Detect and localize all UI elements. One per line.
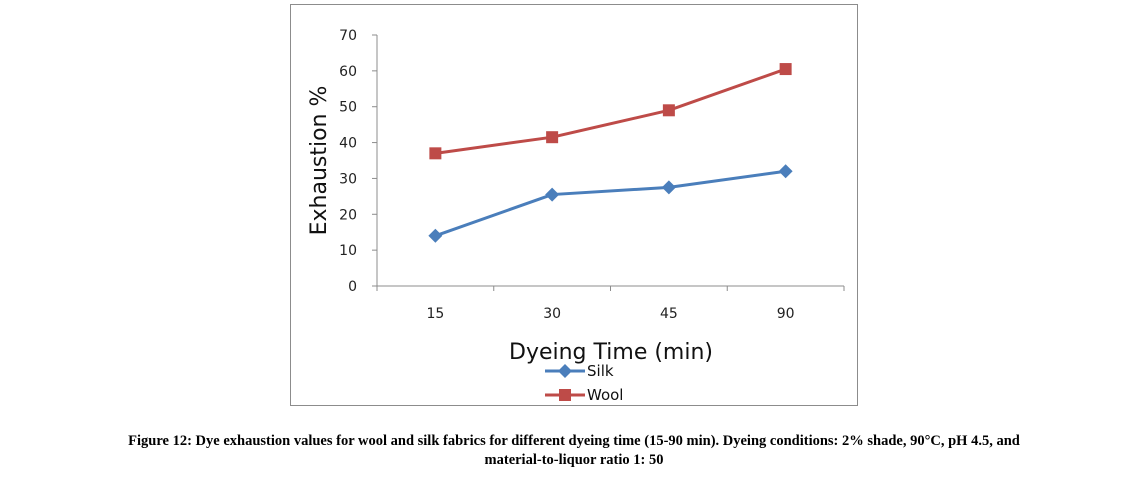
caption-line-2: material-to-liquor ratio 1: 50 — [484, 452, 664, 468]
y-tick-label: 50 — [339, 100, 357, 116]
x-tick-label: 90 — [777, 306, 795, 322]
y-tick-label: 70 — [339, 28, 357, 44]
y-tick-label: 30 — [339, 171, 357, 187]
x-tick-label: 45 — [660, 306, 678, 322]
y-tick-label: 20 — [339, 207, 357, 223]
data-point-silk — [661, 180, 676, 195]
y-axis-title: Exhaustion % — [307, 86, 332, 236]
y-tick-label: 60 — [339, 64, 357, 80]
series-line-wool — [435, 67, 787, 155]
legend-marker-wool — [559, 389, 571, 401]
legend-label-silk: Silk — [587, 362, 614, 380]
x-axis-title: Dyeing Time (min) — [509, 340, 713, 365]
chart-frame: 0 10 20 30 40 50 60 70 15 30 45 90 Exhaustion % Dyein… — [290, 4, 858, 406]
data-point-wool — [662, 104, 675, 117]
data-point-wool — [779, 63, 792, 76]
data-point-silk — [428, 228, 443, 243]
x-tick-label: 30 — [543, 306, 561, 322]
x-tick-label: 15 — [426, 306, 444, 322]
series-line-silk — [434, 169, 786, 238]
y-tick-label: 10 — [339, 243, 357, 259]
data-point-wool — [546, 131, 559, 144]
line-chart: 0 10 20 30 40 50 60 70 15 30 45 90 Exhaustion % Dyein… — [307, 28, 845, 404]
data-point-wool — [429, 147, 442, 160]
y-tick-label: 0 — [348, 279, 357, 295]
caption-line-1: Figure 12: Dye exhaustion values for woo… — [128, 433, 1020, 449]
data-point-silk — [545, 187, 560, 202]
figure-caption: Figure 12: Dye exhaustion values for woo… — [20, 432, 1128, 470]
y-tick-label: 40 — [339, 136, 357, 152]
data-point-silk — [778, 164, 793, 179]
legend-label-wool: Wool — [587, 386, 623, 404]
legend-marker-silk — [558, 364, 572, 378]
